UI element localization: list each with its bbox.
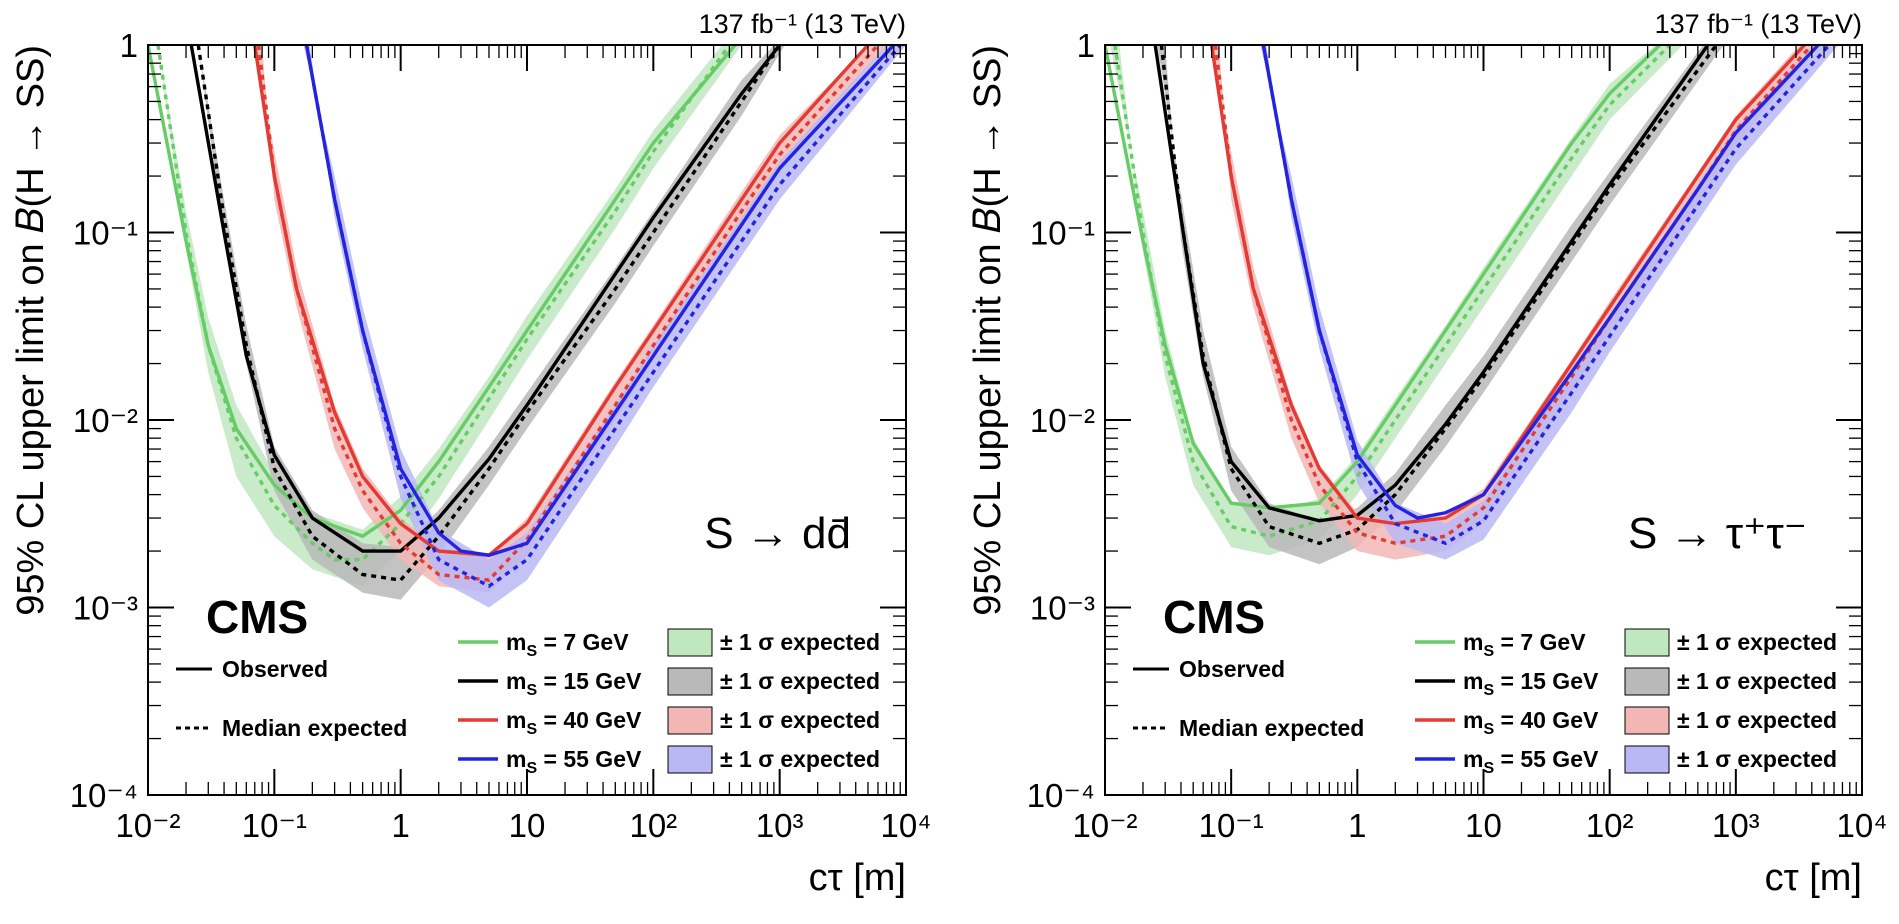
legend-expected-label: Median expected bbox=[222, 715, 407, 741]
legend-mass-label-3: mS = 55 GeV bbox=[506, 746, 642, 777]
legend-mass-label-1: mS = 15 GeV bbox=[1463, 668, 1599, 699]
legend-mass-label-1: mS = 15 GeV bbox=[506, 668, 642, 699]
y-axis-title: 95% CL upper limit on 𝐵(H → SS) bbox=[967, 45, 1009, 616]
observed-line-3 bbox=[304, 45, 896, 557]
x-tick-label: 1 bbox=[1348, 807, 1366, 844]
legend-band-label-2: ± 1 σ expected bbox=[1677, 707, 1837, 733]
legend-expected-label: Median expected bbox=[1179, 715, 1364, 741]
legend-band-label-0: ± 1 σ expected bbox=[720, 629, 880, 655]
legend-band-swatch-0 bbox=[1624, 628, 1670, 657]
chart-panel-left: 10⁻² 10⁻¹ 1 10 10² 10³ 10⁴ 10⁻⁴ 10⁻³ 10⁻² 10⁻¹ 1 cτ … bbox=[10, 9, 931, 899]
band-3 bbox=[303, 45, 906, 608]
y-tick-label: 1 bbox=[1077, 27, 1095, 64]
process-label: S → dd̄ bbox=[704, 509, 851, 558]
x-tick-label: 10³ bbox=[1712, 807, 1760, 844]
band-3 bbox=[1260, 45, 1839, 560]
x-tick-label: 10⁴ bbox=[1837, 807, 1888, 844]
legend-mass-label-3: mS = 55 GeV bbox=[1463, 746, 1599, 777]
expected-line-3 bbox=[1261, 45, 1831, 546]
band-0 bbox=[1110, 45, 1683, 556]
legend-band-label-1: ± 1 σ expected bbox=[1677, 668, 1837, 694]
process-label: S → τ⁺τ⁻ bbox=[1628, 509, 1807, 558]
observed-line-1 bbox=[189, 45, 782, 553]
expected-line-0 bbox=[1113, 45, 1672, 538]
legend-band-swatch-2 bbox=[667, 706, 713, 735]
legend-observed-label: Observed bbox=[1179, 656, 1285, 682]
legend-band-label-3: ± 1 σ expected bbox=[1677, 746, 1837, 772]
x-tick-label: 10⁻² bbox=[1072, 807, 1137, 844]
legend-band-label-0: ± 1 σ expected bbox=[1677, 629, 1837, 655]
observed-line-2 bbox=[1209, 45, 1806, 526]
x-tick-label: 10⁻² bbox=[115, 807, 180, 844]
x-tick-label: 10² bbox=[1586, 807, 1634, 844]
y-tick-label: 10⁻² bbox=[73, 402, 138, 439]
y-tick-label: 10⁻¹ bbox=[73, 215, 138, 252]
y-axis-title: 95% CL upper limit on 𝐵(H → SS) bbox=[10, 45, 52, 616]
legend-mass-label-2: mS = 40 GeV bbox=[506, 707, 642, 738]
band-1 bbox=[1157, 45, 1724, 565]
x-axis-title: cτ [m] bbox=[1765, 857, 1862, 899]
legend-band-swatch-2 bbox=[1624, 706, 1670, 735]
y-tick-label: 10⁻² bbox=[1030, 402, 1095, 439]
observed-line-0 bbox=[1105, 45, 1662, 510]
x-axis-title: cτ [m] bbox=[809, 857, 906, 899]
lumi-label: 137 fb⁻¹ (13 TeV) bbox=[1655, 9, 1862, 39]
y-tick-label: 10⁻⁴ bbox=[70, 777, 138, 814]
x-tick-label: 10³ bbox=[756, 807, 804, 844]
plot-area bbox=[148, 45, 906, 608]
x-tick-label: 10 bbox=[509, 807, 546, 844]
x-tick-label: 10⁻¹ bbox=[242, 807, 307, 844]
x-tick-label: 10⁻¹ bbox=[1199, 807, 1264, 844]
band-0 bbox=[158, 45, 742, 587]
chart-panel-right: 10⁻² 10⁻¹ 1 10 10² 10³ 10⁴ 10⁻⁴ 10⁻³ 10⁻² 10⁻¹ 1 cτ … bbox=[967, 9, 1887, 899]
expected-line-3 bbox=[304, 45, 902, 589]
y-tick-label: 10⁻¹ bbox=[1030, 215, 1095, 252]
cms-label: CMS bbox=[206, 591, 308, 643]
observed-line-0 bbox=[148, 45, 738, 539]
x-tick-label: 10⁴ bbox=[881, 807, 932, 844]
legend-band-swatch-3 bbox=[667, 745, 713, 774]
legend-observed-label: Observed bbox=[222, 656, 328, 682]
legend-band-label-2: ± 1 σ expected bbox=[720, 707, 880, 733]
y-tick-label: 10⁻³ bbox=[1030, 590, 1095, 627]
legend-band-swatch-1 bbox=[667, 667, 713, 696]
y-tick-label: 10⁻⁴ bbox=[1027, 777, 1095, 814]
legend-band-label-3: ± 1 σ expected bbox=[720, 746, 880, 772]
legend-band-swatch-1 bbox=[1624, 667, 1670, 696]
x-tick-label: 1 bbox=[391, 807, 409, 844]
x-tick-label: 10² bbox=[629, 807, 677, 844]
lumi-label: 137 fb⁻¹ (13 TeV) bbox=[699, 9, 906, 39]
cms-label: CMS bbox=[1163, 591, 1265, 643]
legend-band-swatch-3 bbox=[1624, 745, 1670, 774]
y-tick-label: 1 bbox=[120, 27, 138, 64]
legend-mass-label-0: mS = 7 GeV bbox=[506, 629, 629, 660]
observed-line-3 bbox=[1261, 45, 1820, 520]
legend-mass-label-0: mS = 7 GeV bbox=[1463, 629, 1586, 660]
x-tick-label: 10 bbox=[1465, 807, 1502, 844]
legend-band-swatch-0 bbox=[667, 628, 713, 657]
plot-area bbox=[1105, 45, 1839, 565]
y-tick-label: 10⁻³ bbox=[73, 590, 138, 627]
legend-band-label-1: ± 1 σ expected bbox=[720, 668, 880, 694]
legend-mass-label-2: mS = 40 GeV bbox=[1463, 707, 1599, 738]
